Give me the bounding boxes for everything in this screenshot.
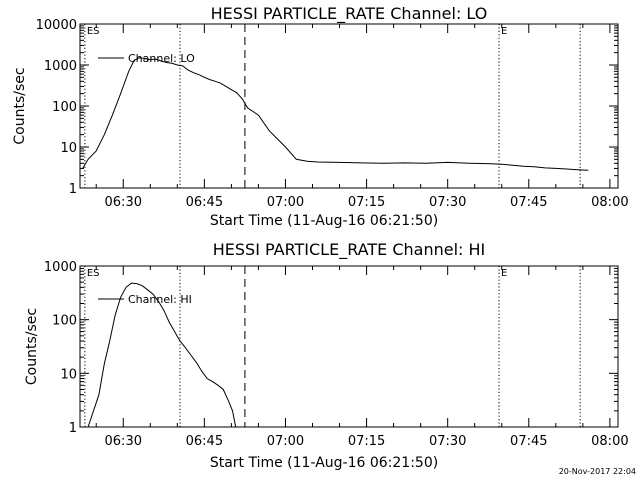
chart-2-y-tick-label: 1000 [44, 260, 77, 275]
chart-1-x-tick-label: 08:00 [591, 195, 628, 210]
generated-timestamp: 20-Nov-2017 22:04 [559, 467, 636, 476]
chart-1-x-tick-label: 06:45 [186, 195, 223, 210]
chart-2-x-tick-label: 07:45 [510, 434, 547, 449]
chart-1-xlabel: Start Time (11-Aug-16 06:21:50) [210, 213, 438, 229]
chart-2-event-marker-label: ES [87, 268, 100, 279]
chart-2-x-tick-label: 07:00 [267, 434, 304, 449]
chart-2-legend-label: Channel: HI [128, 293, 192, 306]
chart-2-x-tick-label: 08:00 [591, 434, 628, 449]
chart-2-x-tick-label: 06:30 [105, 434, 142, 449]
chart-1-y-tick-label: 10 [60, 141, 77, 156]
chart-2-x-tick-label: 07:15 [348, 434, 385, 449]
chart-1-y-tick-label: 100 [52, 100, 77, 115]
chart-2-xlabel: Start Time (11-Aug-16 06:21:50) [210, 455, 438, 471]
chart-2-x-tick-label: 06:45 [186, 434, 223, 449]
chart-1-x-tick-label: 06:30 [105, 195, 142, 210]
chart-1-y-tick-label: 1000 [44, 59, 77, 74]
chart-2-y-tick-label: 10 [60, 367, 77, 382]
chart-1-event-marker-label: E [501, 26, 507, 37]
chart-2-plot-frame [79, 265, 619, 428]
chart-1-x-tick-label: 07:45 [510, 195, 547, 210]
chart-1-x-tick-label: 07:30 [429, 195, 466, 210]
chart-1-series-line [82, 57, 589, 171]
chart-2-y-tick-label: 100 [52, 314, 77, 329]
chart-2-y-tick-label: 1 [69, 421, 77, 436]
chart-2-x-tick-label: 07:30 [429, 434, 466, 449]
chart-1-x-tick-label: 07:00 [267, 195, 304, 210]
chart-1-title: HESSI PARTICLE_RATE Channel: LO [211, 4, 488, 24]
chart-1-y-tick-label: 1 [69, 182, 77, 197]
chart-1-y-tick-label: 10000 [36, 18, 77, 33]
chart-1-event-marker-label: ES [87, 26, 100, 37]
chart-2-event-marker-label: E [501, 268, 507, 279]
chart-2-series-line [87, 282, 237, 428]
chart-2-title: HESSI PARTICLE_RATE Channel: HI [213, 240, 486, 260]
chart-1-plot-frame [79, 23, 619, 189]
chart-1-x-tick-label: 07:15 [348, 195, 385, 210]
chart-2-ylabel: Counts/sec [24, 308, 40, 385]
chart-1-legend-label: Channel: LO [128, 52, 195, 65]
chart-1-ylabel: Counts/sec [12, 67, 28, 144]
